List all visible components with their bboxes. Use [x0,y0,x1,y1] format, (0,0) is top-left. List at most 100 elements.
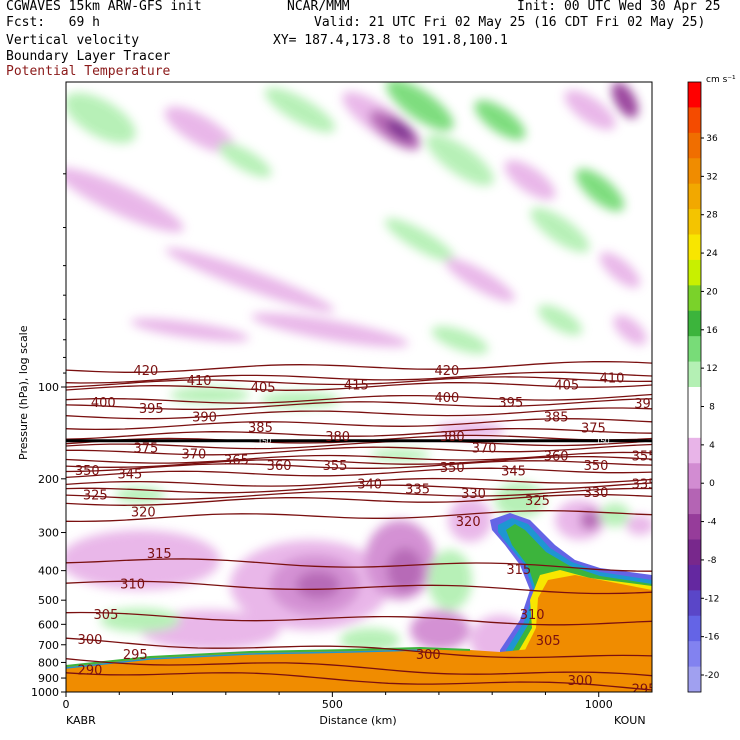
y-axis-title: Pressure (hPa), log scale [17,325,30,460]
colorbar-swatch [688,336,701,363]
vertical-velocity-field: 150 150 420 410 415 420 405 410 400 395 405 400 395… [66,82,659,698]
theta-label: 365 [224,454,249,469]
colorbar-swatch [688,310,701,337]
theta-label: 290 [78,664,103,679]
theta-label: 305 [94,608,119,623]
colorbar-tick-label: 32 [706,172,717,182]
theta-label: 295 [632,683,657,698]
theta-label: 375 [581,422,606,437]
colorbar-swatch [688,387,701,413]
colorbar-units: cm s⁻¹ [706,75,736,85]
colorbar-tick-label: 28 [706,211,718,221]
theta-label: 300 [568,674,593,689]
theta-contour-300 [66,637,652,659]
colorbar-swatch [688,539,701,566]
colorbar-tick-label: 16 [706,326,718,336]
colorbar-swatch [688,107,701,134]
theta-label: 305 [536,634,561,649]
colorbar-swatch [688,437,701,464]
theta-contour-370 [66,440,652,450]
tropopause-label: 150 [596,437,610,446]
colorbar-swatch [688,132,701,159]
y-tick-label: 600 [38,618,59,631]
theta-contour-355 [66,455,652,468]
theta-label: 330 [461,487,486,502]
theta-label: 410 [187,374,212,389]
theta-label: 400 [434,391,459,406]
theta-label: 385 [248,421,273,436]
colorbar: 36 32 28 24 20 16 12 8 4 0 -4 -8 -12 -16 -20 [687,81,720,693]
colorbar-swatch [688,259,701,286]
theta-label: 315 [147,547,172,562]
theta-contour-330 [66,487,652,500]
y-tick-label: 500 [38,594,59,607]
theta-contour-420 [66,361,652,373]
colorbar-swatch [688,158,701,185]
colorbar-swatch [688,641,701,668]
theta-label: 345 [501,465,526,480]
theta-label: 355 [323,459,348,474]
theta-label: 420 [434,364,459,379]
right-station-label: KOUN [614,714,646,727]
theta-label: 330 [584,486,609,501]
colorbar-tick-label: 8 [709,403,715,413]
field-potential-temperature: Potential Temperature [6,64,171,79]
theta-contour-400 [66,393,652,404]
theta-contour-385 [66,418,652,431]
colorbar-swatch [688,361,701,388]
theta-label: 390 [634,397,659,412]
theta-label: 320 [456,515,481,530]
colorbar-tick-label: -4 [708,518,717,528]
tropopause-label: 150 [258,437,272,446]
tropopause-line: 150 150 [66,437,652,446]
theta-contour-350 [66,460,652,473]
theta-contour-labels: 420 410 415 420 405 410 400 395 405 400 395 390 390 3… [75,364,659,698]
colorbar-tick-label: -8 [708,556,717,566]
theta-label: 380 [440,430,465,445]
init-time: Init: 00 UTC Wed 30 Apr 25 [517,0,721,14]
valid-time: Valid: 21 UTC Fri 02 May 25 (16 CDT Fri … [314,15,706,30]
theta-label: 400 [91,396,116,411]
colorbar-tick-label: 4 [709,441,715,451]
colorbar-swatch [688,82,701,108]
theta-label: 360 [267,459,292,474]
theta-contour-340 [66,477,652,487]
theta-label: 410 [600,371,625,386]
y-tick-label: 700 [38,639,59,652]
left-station-label: KABR [66,714,96,727]
colorbar-tick-label: -20 [705,671,720,681]
colorbar-tick-label: -16 [705,633,720,643]
theta-contour-310 [66,580,652,595]
colorbar-swatch [688,488,701,515]
colorbar-swatch [688,514,701,540]
theta-label: 335 [405,482,430,497]
theta-label: 380 [325,430,350,445]
theta-label: 310 [120,577,145,592]
colorbar-tick-label: 20 [706,287,718,297]
colorbar-swatch [688,183,701,210]
theta-label: 350 [584,459,609,474]
terrain [66,600,652,692]
x-axis-title: Distance (km) [319,714,396,727]
theta-label: 350 [75,464,100,479]
colorbar-swatch [688,615,701,642]
theta-label: 300 [78,633,103,648]
colorbar-tick-label: -12 [705,594,720,604]
theta-contour-290 [66,672,652,691]
theta-label: 385 [544,411,569,426]
colorbar-swatch [688,234,701,261]
y-tick-label: 800 [38,656,59,669]
colorbar-swatch [688,463,701,490]
theta-contour-335 [66,482,652,494]
y-tick-label: 200 [38,473,59,486]
colorbar-swatch [688,285,701,312]
theta-label: 360 [544,450,569,465]
theta-label: 325 [525,494,550,509]
theta-contour-360 [66,451,652,464]
theta-label: 395 [139,402,164,417]
field-vertical-velocity: Vertical velocity [6,33,140,48]
y-tick-label: 1000 [31,686,59,699]
colorbar-frame [687,81,702,693]
colorbar-tick-label: 24 [706,249,718,259]
